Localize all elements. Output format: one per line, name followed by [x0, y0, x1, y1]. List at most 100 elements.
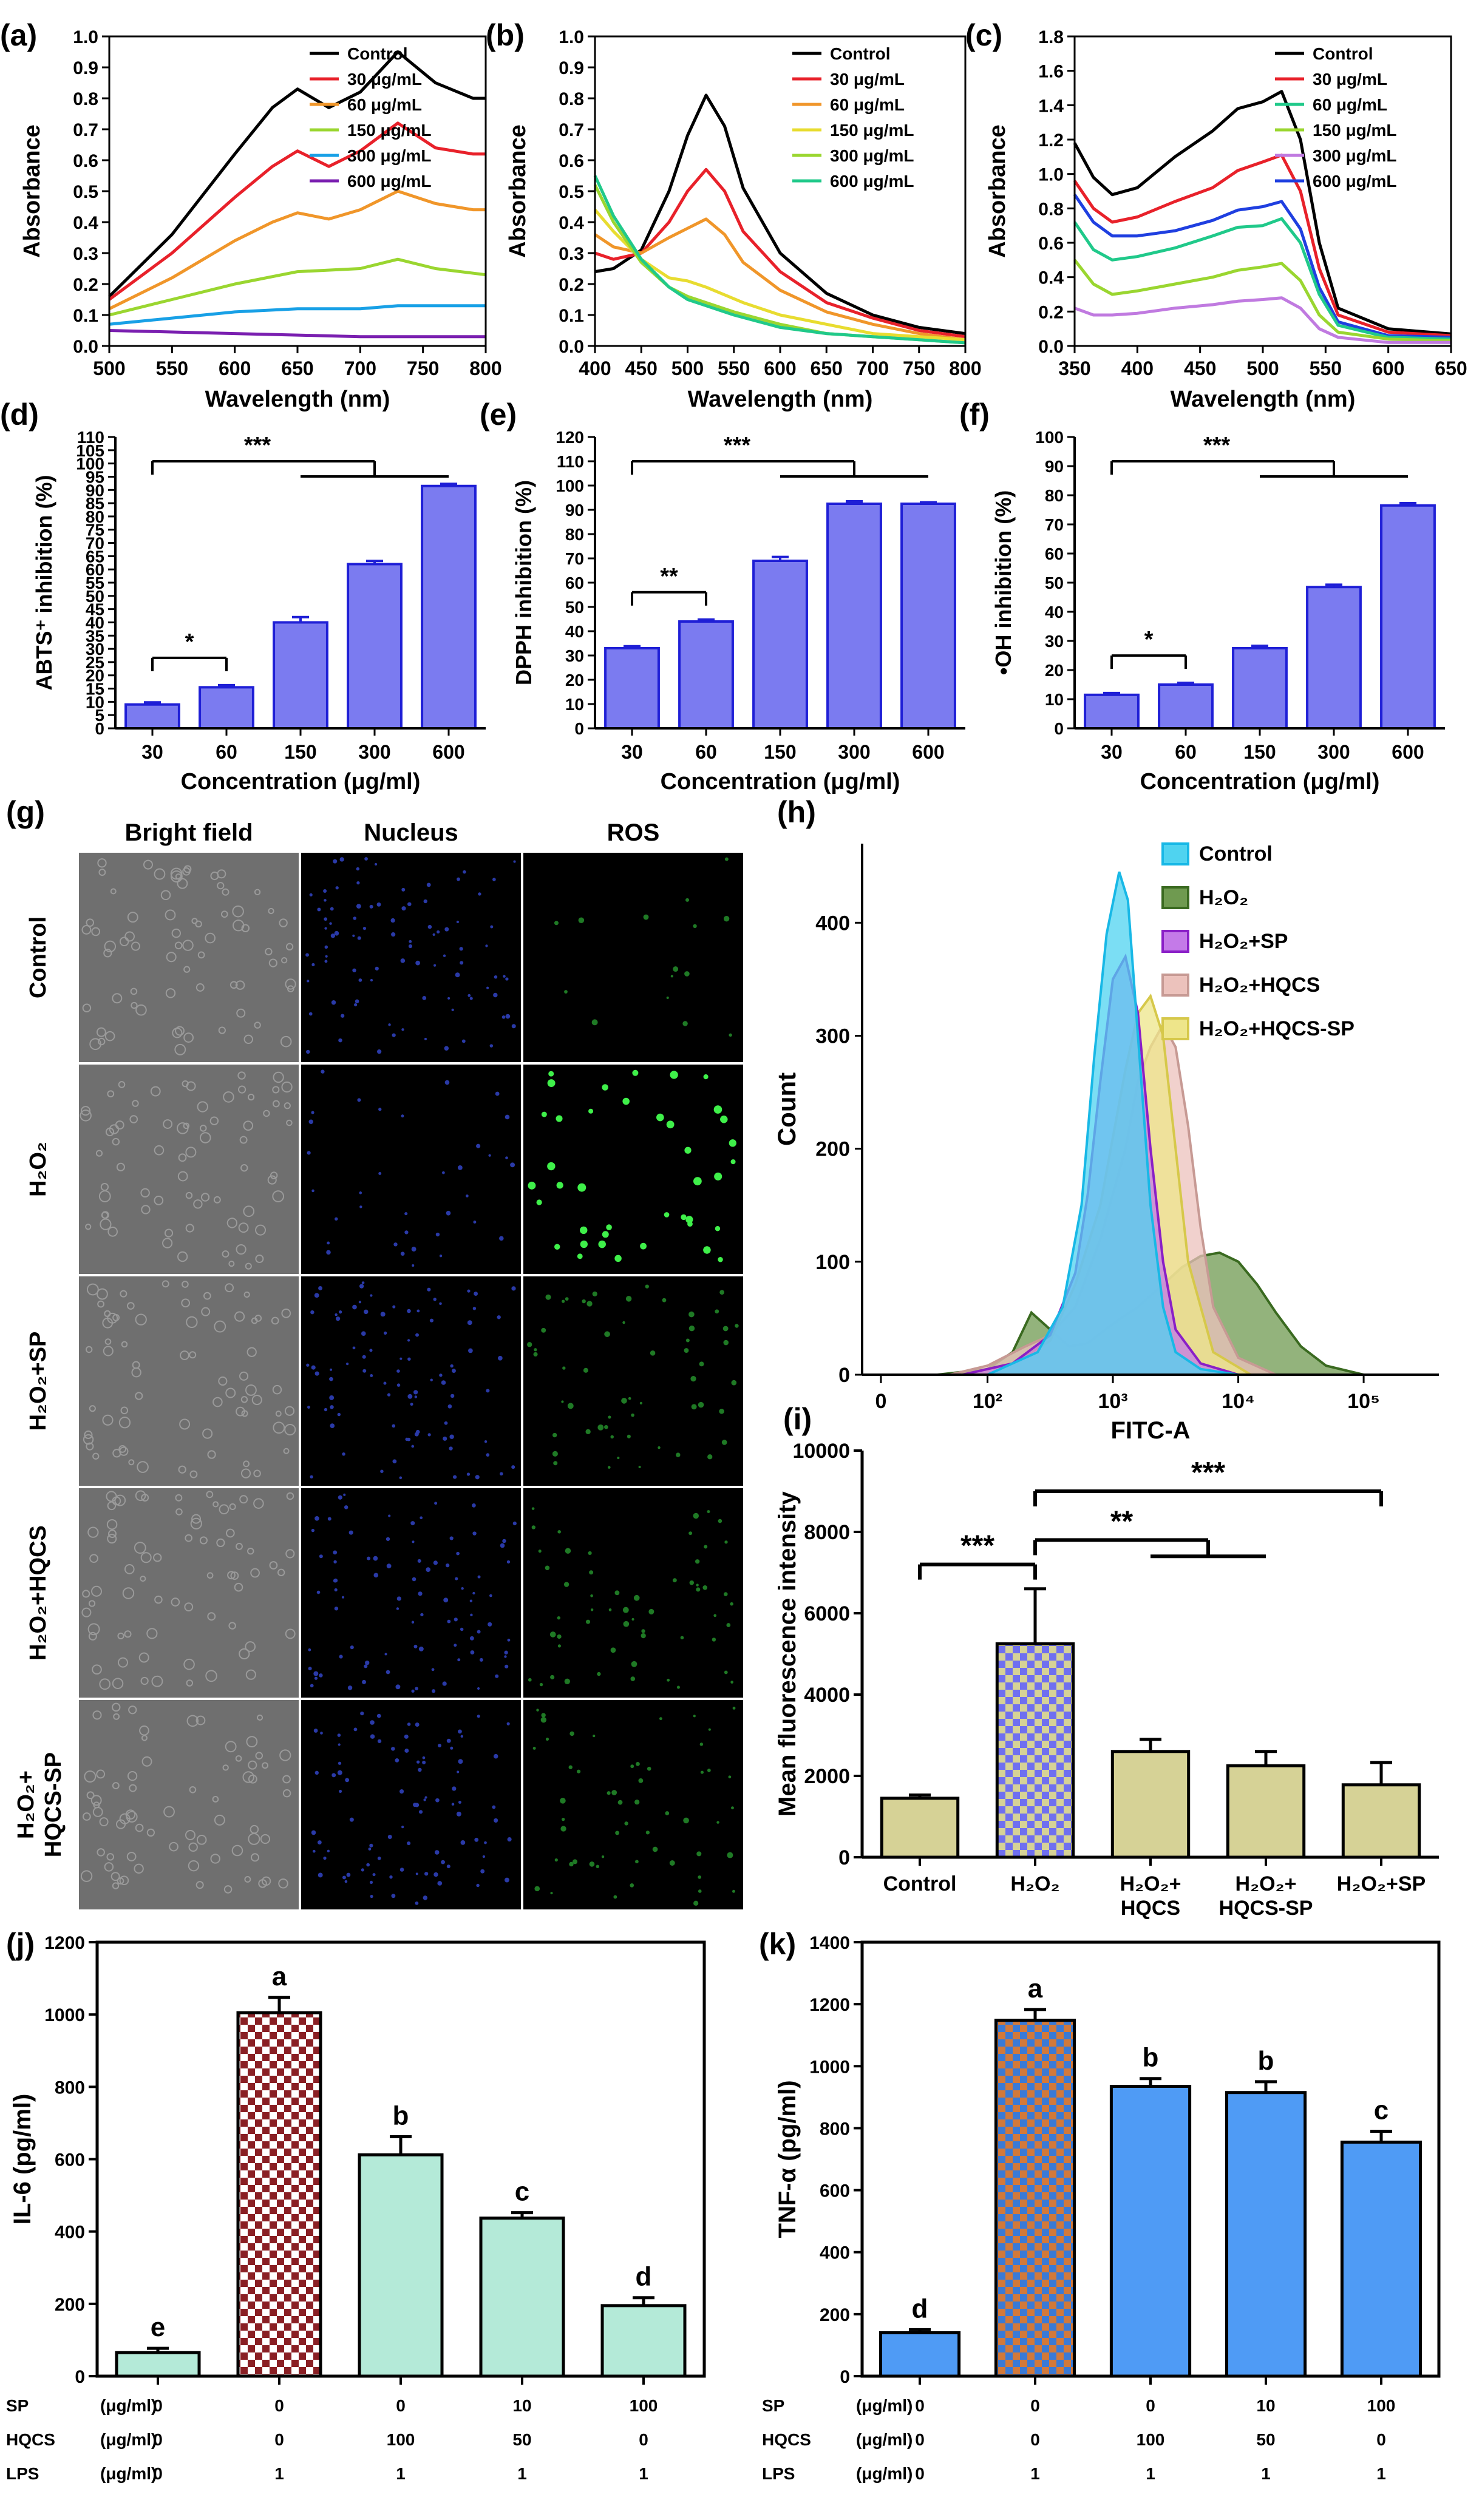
- cell-outline: [277, 1568, 285, 1577]
- y-tick-label: 1000: [44, 2005, 85, 2025]
- row-label: H₂O₂+SP: [25, 1332, 51, 1431]
- ros-signal: [613, 1895, 617, 1899]
- nucleus-dot: [511, 1465, 515, 1469]
- nucleus-dot: [357, 936, 361, 940]
- row-label: H₂O₂+HQCS: [25, 1525, 51, 1661]
- ros-signal: [633, 1594, 640, 1601]
- ros-signal: [721, 1440, 727, 1445]
- nucleus-dot: [323, 889, 327, 893]
- ros-signal: [556, 1115, 563, 1122]
- spectrum-line: [1073, 154, 1452, 337]
- nucleus-dot: [352, 1304, 357, 1310]
- ros-signal: [614, 1590, 620, 1596]
- nucleus-dot: [317, 907, 321, 912]
- nucleus-dot: [346, 1872, 351, 1877]
- nucleus-dot: [339, 1655, 343, 1659]
- legend-label: 60 μg/mL: [347, 95, 422, 114]
- nucleus-dot: [404, 1734, 409, 1739]
- ros-signal: [590, 1594, 593, 1597]
- nucleus-dot: [460, 1627, 464, 1631]
- cell-outline: [135, 1313, 147, 1326]
- cell-outline: [285, 943, 294, 951]
- ros-signal: [538, 1550, 542, 1553]
- spectrum-line: [109, 329, 486, 339]
- x-tick-label: 650: [811, 357, 843, 379]
- nucleus-dot: [502, 1539, 506, 1543]
- cell-outline: [203, 1292, 211, 1300]
- x-tick-label: H₂O₂: [1010, 1872, 1059, 1895]
- nucleus-dot: [337, 1770, 342, 1775]
- cell-outline: [202, 1428, 213, 1439]
- ros-signal: [726, 1623, 731, 1627]
- nucleus-dot: [460, 961, 464, 965]
- y-tick-label: 0.5: [73, 182, 98, 202]
- ros-signal: [700, 1770, 704, 1774]
- cell-outline: [175, 1508, 183, 1516]
- nucleus-dot: [472, 1503, 476, 1508]
- cell-outline: [150, 1086, 161, 1097]
- nucleus-dot: [391, 932, 396, 937]
- nucleus-dot: [492, 1805, 496, 1809]
- ros-signal: [606, 1224, 612, 1230]
- y-tick-label: 200: [820, 2305, 850, 2325]
- ros-signal: [585, 1429, 591, 1435]
- cell-outline: [185, 1224, 194, 1233]
- cell-outline: [195, 1715, 206, 1726]
- cell-outline: [269, 1561, 278, 1570]
- cell-outline: [246, 1736, 258, 1748]
- cell-outline: [146, 1828, 155, 1837]
- nucleus-dot: [370, 978, 373, 982]
- table-cell: 10: [512, 2396, 531, 2415]
- nucleus-dot: [465, 1194, 469, 1197]
- cell-outline: [185, 1830, 195, 1841]
- cell-outline: [92, 1807, 103, 1817]
- y-tick-label: 300: [815, 1025, 850, 1048]
- nucleus-dot: [308, 1667, 312, 1671]
- spectrum-line: [108, 189, 486, 311]
- y-tick-label: 80: [1045, 486, 1064, 505]
- cell-outline: [170, 867, 183, 880]
- x-tick-label: 30: [621, 741, 643, 763]
- cell-outline: [234, 1582, 243, 1592]
- nucleus-dot: [307, 980, 310, 983]
- cell-outline: [281, 1081, 293, 1093]
- nucleus-dot: [451, 1803, 455, 1806]
- nucleus-dot: [392, 1033, 396, 1037]
- cell-outline: [240, 1164, 248, 1172]
- legend-label: 600 μg/mL: [830, 172, 914, 191]
- nucleus-dot: [499, 1236, 504, 1241]
- x-axis-label: Concentration (μg/ml): [661, 769, 900, 794]
- nucleus-dot: [478, 892, 481, 896]
- cell-outline: [112, 1882, 120, 1889]
- nucleus-dot: [396, 1596, 401, 1601]
- table-cell: 1: [1261, 2464, 1271, 2483]
- row-label: Control: [25, 916, 51, 998]
- y-tick-label: 1.8: [1038, 27, 1064, 47]
- cell-outline: [247, 1094, 255, 1101]
- ros-signal: [528, 1181, 536, 1190]
- nucleus-dot: [392, 1459, 397, 1464]
- cell-outline: [134, 1863, 144, 1874]
- nucleus-dot: [337, 1412, 341, 1417]
- ros-signal: [572, 1859, 577, 1865]
- cell-outline: [185, 1147, 197, 1158]
- cell-outline: [241, 924, 250, 933]
- nucleus-dot: [387, 1393, 391, 1397]
- cell-outline: [82, 1812, 91, 1821]
- y-tick-label: 1000: [809, 2057, 850, 2077]
- ros-signal: [715, 1226, 721, 1231]
- bar: [115, 2351, 201, 2378]
- cell-outline: [151, 1675, 163, 1687]
- ros-signal: [735, 1324, 739, 1328]
- cell-outline: [138, 1652, 149, 1663]
- y-tick-label: 0.7: [73, 120, 98, 140]
- cell-outline: [127, 912, 138, 923]
- legend-label: 300 μg/mL: [347, 146, 432, 165]
- nucleus-dot: [396, 1607, 399, 1610]
- ros-signal: [670, 975, 673, 978]
- nucleus-dot: [352, 968, 356, 973]
- cell-outline: [98, 1190, 111, 1202]
- cell-outline: [118, 1417, 131, 1429]
- ros-signal: [693, 1177, 702, 1186]
- bar: [1341, 1783, 1421, 1859]
